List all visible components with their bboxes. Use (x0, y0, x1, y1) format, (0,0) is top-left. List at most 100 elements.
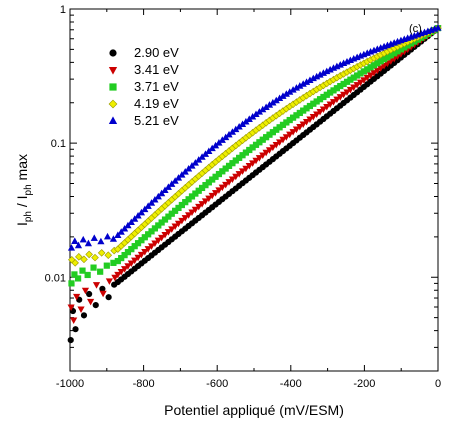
data-point (319, 106, 328, 113)
data-point (286, 131, 294, 139)
data-point (75, 253, 83, 261)
y-axis-title-end: max (14, 154, 30, 184)
data-point (71, 237, 79, 244)
data-point (340, 91, 348, 99)
data-point (302, 118, 311, 126)
data-point (114, 231, 122, 238)
series-0 (67, 25, 442, 344)
data-point (383, 60, 392, 68)
data-point (103, 262, 110, 269)
data-point (70, 317, 78, 324)
data-point (238, 168, 247, 175)
legend-marker (108, 99, 118, 109)
data-point (282, 134, 290, 141)
data-point (141, 249, 149, 256)
data-point (225, 179, 233, 186)
data-point (147, 243, 156, 250)
data-point (90, 264, 97, 271)
data-point (299, 121, 307, 129)
x-axis-title: Potentiel appliqué (mV/ESM) (164, 402, 344, 418)
data-point (363, 74, 371, 82)
data-point (336, 94, 344, 101)
x-tick-label: -1000 (56, 378, 84, 390)
series-1 (67, 25, 442, 324)
data-point (105, 294, 112, 301)
data-point (71, 259, 79, 267)
y-tick-label: 1 (60, 4, 66, 16)
data-point (154, 192, 162, 200)
data-point (211, 190, 220, 197)
data-point (127, 260, 135, 267)
data-point (154, 237, 162, 245)
data-point (255, 155, 263, 162)
data-point (151, 240, 159, 248)
panel-label: (c) (409, 23, 422, 35)
data-point (222, 181, 230, 189)
data-point (161, 186, 169, 194)
data-point (377, 65, 385, 72)
data-point (151, 195, 159, 203)
data-point (296, 124, 304, 131)
y-axis-title-sub1: ph (23, 211, 34, 222)
data-point (201, 198, 210, 205)
data-point (158, 234, 166, 242)
data-point (120, 266, 129, 273)
data-point (104, 251, 113, 259)
y-tick-label: 0.1 (51, 138, 66, 150)
data-point (188, 209, 196, 217)
data-point (323, 104, 331, 111)
data-point (84, 271, 91, 279)
data-point (313, 111, 321, 118)
data-point (97, 237, 105, 245)
data-point (161, 231, 169, 239)
data-point (178, 217, 186, 225)
data-point (131, 215, 139, 222)
x-tick-label: 0 (435, 378, 441, 390)
data-point (77, 306, 85, 313)
legend-label: 3.41 eV (134, 62, 179, 77)
data-point (279, 136, 287, 144)
data-point (144, 202, 152, 209)
data-point (380, 63, 388, 70)
x-tick-label: -600 (206, 378, 228, 390)
data-point (171, 223, 179, 231)
data-point (367, 72, 375, 80)
data-point (329, 99, 338, 106)
data-point (99, 290, 107, 298)
y-axis-title-sub2: ph (23, 184, 34, 195)
data-point (164, 183, 172, 190)
y-axis-title-main: I (14, 222, 30, 226)
data-point (252, 157, 260, 165)
data-point (198, 201, 206, 208)
data-point (103, 232, 112, 240)
data-point (137, 208, 146, 216)
data-point (86, 290, 93, 298)
data-point (127, 218, 135, 226)
x-tick-label: -800 (133, 378, 155, 390)
legend-label: 3.71 eV (134, 79, 179, 94)
data-point (67, 304, 75, 311)
data-point (370, 70, 378, 77)
legend: 2.90 eV 3.41 eV 3.71 eV 4.19 eV 5.21 eV (108, 45, 179, 128)
data-point (87, 298, 95, 306)
data-point (326, 101, 334, 109)
data-point (306, 116, 314, 123)
data-point (218, 184, 226, 192)
data-point (316, 108, 324, 116)
data-point (73, 293, 81, 301)
data-point (232, 173, 240, 181)
data-point (289, 129, 297, 136)
data-point (92, 282, 101, 289)
data-point (131, 257, 139, 265)
data-point (105, 278, 113, 285)
data-point (72, 326, 79, 333)
data-point (181, 215, 189, 222)
data-point (90, 234, 98, 241)
legend-marker (108, 67, 118, 75)
data-point (265, 147, 274, 154)
data-point (205, 195, 213, 203)
data-point (114, 271, 122, 279)
data-point (235, 171, 243, 178)
legend-marker (108, 116, 118, 124)
data-point (333, 96, 341, 104)
